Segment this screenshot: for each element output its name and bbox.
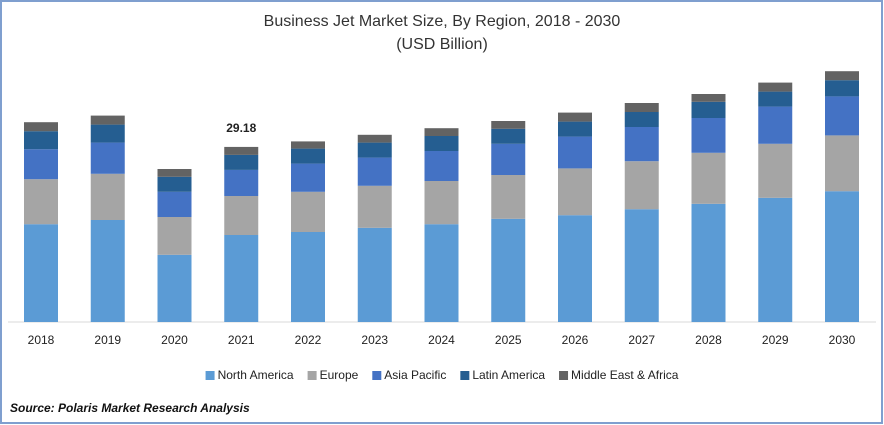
x-tick-label: 2018 [28,333,55,347]
bar-segment [90,115,125,125]
x-tick-label: 2026 [562,333,589,347]
x-tick-label: 2029 [762,333,789,347]
bar-segment [424,136,459,151]
bar-segment [825,71,859,81]
bar-segment [624,127,659,162]
bar-segment [224,196,259,235]
x-tick-label: 2023 [361,333,388,347]
source: Source: Polaris Market Research Analysis [10,401,250,415]
legend-label: Latin America [472,368,545,382]
bar-segment [224,169,259,196]
bar-segment [224,146,259,155]
x-tick-label: 2030 [829,333,856,347]
bar-segment [624,209,659,322]
bar-segment [758,82,793,92]
bar-segment [691,152,726,204]
x-tick-label: 2019 [94,333,121,347]
x-tick-label: 2025 [495,333,522,347]
bar-segment [90,124,125,143]
bar-segment [291,163,325,192]
bar-segment [157,254,192,322]
bar-segment [825,96,859,136]
bar-segment [24,131,58,150]
bar-segment [825,191,859,322]
bar-segment [825,135,859,192]
bar-segment [90,142,125,174]
bar-segment [357,185,392,228]
bar-segment [424,224,459,322]
x-tick-label: 2022 [295,333,322,347]
bar-segment [491,143,526,175]
x-tick-label: 2028 [695,333,722,347]
bar-segment [24,179,58,225]
legend-swatch [559,371,569,380]
bar-segment [424,151,459,181]
bar-segment [24,122,58,132]
legend-label: North America [218,368,294,382]
bar-segment [157,169,192,177]
bar-segment [291,232,325,322]
bar-segment [291,148,325,164]
x-tick-label: 2020 [161,333,188,347]
bar-segment [825,80,859,97]
bar-segment [291,191,325,232]
x-tick-label: 2027 [628,333,655,347]
bar-segment [558,112,592,122]
legend-swatch [205,371,215,380]
legend-label: Europe [320,368,359,382]
bar-segment [558,136,592,169]
legend-label: Asia Pacific [384,368,446,382]
bar-segment [90,220,125,322]
bar-segment [758,197,793,322]
bar-segment [758,143,793,198]
bar-segment [424,181,459,225]
bar-segment [624,161,659,210]
bar-segment [157,176,192,192]
legend-swatch [307,371,317,380]
bar-segment [424,128,459,136]
legend-swatch [460,371,470,380]
x-tick-label: 2024 [428,333,455,347]
bar-segment [224,154,259,170]
bar-segment [491,128,526,144]
bar-segment [758,106,793,144]
annotation: 29.18 [226,121,256,135]
bar-segment [558,121,592,137]
bar-segment [624,112,659,127]
bar-segment [491,121,526,129]
bar-segment [157,217,192,255]
chart-subtitle: (USD Billion) [396,36,488,53]
bar-segment [491,218,526,322]
chart-title: Business Jet Market Size, By Region, 201… [264,13,621,30]
bar-segment [24,149,58,180]
bar-segment [491,175,526,219]
bar-segment [291,141,325,149]
bar-segment [691,203,726,322]
bar-segment [24,224,58,322]
legend-swatch [372,371,382,380]
bar-segment [691,94,726,102]
legend-label: Middle East & Africa [571,368,679,382]
bar-segment [90,173,125,220]
bar-segment [624,103,659,112]
bar-segment [691,118,726,153]
bar-segment [357,157,392,186]
bar-segment [691,101,726,118]
bar-segment [357,134,392,143]
bar-segment [758,91,793,107]
x-tick-label: 2021 [228,333,255,347]
bar-segment [357,227,392,322]
bar-segment [157,191,192,217]
bar-segment [224,235,259,322]
bar-segment [558,168,592,216]
bar-segment [558,215,592,322]
bar-segment [357,142,392,158]
